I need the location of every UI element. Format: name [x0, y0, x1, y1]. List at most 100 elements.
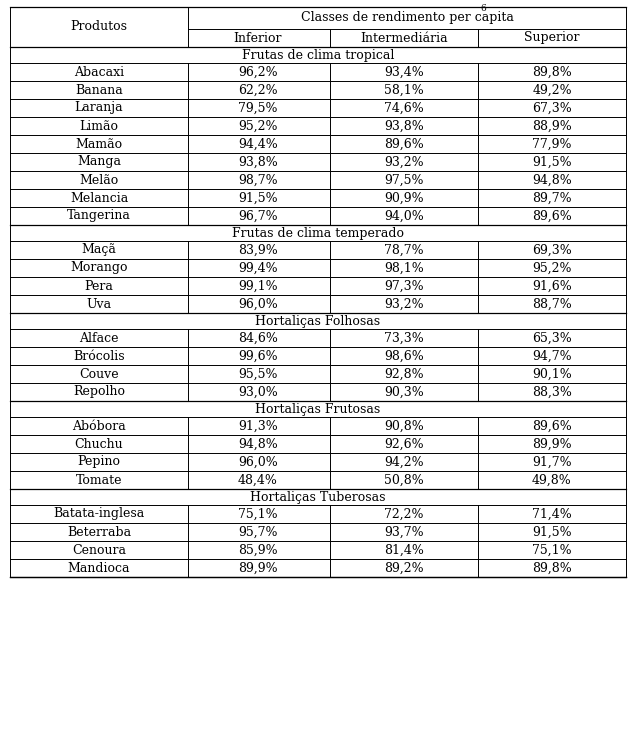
Text: Manga: Manga: [77, 155, 121, 169]
Text: Uva: Uva: [86, 297, 111, 311]
Text: Mandioca: Mandioca: [68, 562, 130, 574]
Text: 94,7%: 94,7%: [532, 349, 572, 363]
Text: 88,7%: 88,7%: [532, 297, 572, 311]
Text: 48,4%: 48,4%: [238, 473, 278, 487]
Text: 89,2%: 89,2%: [384, 562, 424, 574]
Text: 79,5%: 79,5%: [238, 102, 278, 114]
Text: 91,6%: 91,6%: [532, 279, 572, 293]
Text: 93,2%: 93,2%: [384, 297, 424, 311]
Text: 75,1%: 75,1%: [238, 507, 278, 521]
Text: 91,5%: 91,5%: [238, 192, 278, 204]
Text: 94,4%: 94,4%: [238, 137, 278, 151]
Text: 89,9%: 89,9%: [532, 438, 572, 450]
Text: 93,4%: 93,4%: [384, 65, 424, 79]
Text: 65,3%: 65,3%: [532, 331, 572, 345]
Text: 85,9%: 85,9%: [238, 543, 278, 557]
Text: 91,5%: 91,5%: [532, 525, 572, 539]
Text: Cenoura: Cenoura: [72, 543, 126, 557]
Text: 89,9%: 89,9%: [238, 562, 278, 574]
Text: 99,1%: 99,1%: [238, 279, 278, 293]
Text: 89,6%: 89,6%: [384, 137, 424, 151]
Text: 89,8%: 89,8%: [532, 562, 572, 574]
Text: 91,3%: 91,3%: [238, 420, 278, 432]
Text: 96,0%: 96,0%: [238, 455, 278, 469]
Text: 88,9%: 88,9%: [532, 120, 572, 132]
Text: Produtos: Produtos: [71, 21, 127, 33]
Text: 83,9%: 83,9%: [238, 244, 278, 256]
Text: 69,3%: 69,3%: [532, 244, 572, 256]
Text: 98,7%: 98,7%: [238, 174, 278, 186]
Text: 93,8%: 93,8%: [384, 120, 424, 132]
Text: 94,8%: 94,8%: [238, 438, 278, 450]
Text: 96,7%: 96,7%: [238, 210, 278, 222]
Text: Tangerina: Tangerina: [67, 210, 131, 222]
Text: 91,5%: 91,5%: [532, 155, 572, 169]
Text: 62,2%: 62,2%: [238, 83, 278, 97]
Text: Chuchu: Chuchu: [74, 438, 123, 450]
Text: 98,1%: 98,1%: [384, 262, 424, 274]
Text: 88,3%: 88,3%: [532, 386, 572, 398]
Text: 94,0%: 94,0%: [384, 210, 424, 222]
Text: Abóbora: Abóbora: [72, 420, 126, 432]
Text: 73,3%: 73,3%: [384, 331, 424, 345]
Text: 96,2%: 96,2%: [238, 65, 278, 79]
Text: 49,2%: 49,2%: [532, 83, 572, 97]
Text: 77,9%: 77,9%: [532, 137, 572, 151]
Text: Mamão: Mamão: [76, 137, 123, 151]
Text: 93,8%: 93,8%: [238, 155, 278, 169]
Text: 92,8%: 92,8%: [384, 368, 424, 380]
Text: 74,6%: 74,6%: [384, 102, 424, 114]
Text: 90,3%: 90,3%: [384, 386, 424, 398]
Text: Abacaxi: Abacaxi: [74, 65, 124, 79]
Text: Frutas de clima tropical: Frutas de clima tropical: [242, 48, 394, 62]
Text: Melancia: Melancia: [70, 192, 128, 204]
Text: 49,8%: 49,8%: [532, 473, 572, 487]
Text: 75,1%: 75,1%: [532, 543, 572, 557]
Text: 89,8%: 89,8%: [532, 65, 572, 79]
Text: 90,8%: 90,8%: [384, 420, 424, 432]
Text: Inferior: Inferior: [234, 31, 282, 45]
Text: 78,7%: 78,7%: [384, 244, 424, 256]
Text: 58,1%: 58,1%: [384, 83, 424, 97]
Text: Pera: Pera: [85, 279, 113, 293]
Text: 84,6%: 84,6%: [238, 331, 278, 345]
Text: Alface: Alface: [80, 331, 119, 345]
Text: Repolho: Repolho: [73, 386, 125, 398]
Text: 81,4%: 81,4%: [384, 543, 424, 557]
Text: 71,4%: 71,4%: [532, 507, 572, 521]
Text: Superior: Superior: [524, 31, 580, 45]
Text: 89,6%: 89,6%: [532, 210, 572, 222]
Text: Pepino: Pepino: [78, 455, 120, 469]
Text: 93,7%: 93,7%: [384, 525, 424, 539]
Text: 6: 6: [480, 4, 486, 13]
Text: 89,7%: 89,7%: [532, 192, 572, 204]
Text: Hortaliças Frutosas: Hortaliças Frutosas: [256, 403, 380, 415]
Text: Morango: Morango: [70, 262, 128, 274]
Text: Brócolis: Brócolis: [73, 349, 125, 363]
Text: 92,6%: 92,6%: [384, 438, 424, 450]
Text: Melão: Melão: [80, 174, 119, 186]
Text: 96,0%: 96,0%: [238, 297, 278, 311]
Text: Classes de rendimento per capita: Classes de rendimento per capita: [301, 11, 513, 25]
Text: 95,7%: 95,7%: [238, 525, 278, 539]
Text: Banana: Banana: [75, 83, 123, 97]
Text: Intermediária: Intermediária: [360, 31, 448, 45]
Text: Hortaliças Folhosas: Hortaliças Folhosas: [256, 314, 380, 328]
Text: 93,0%: 93,0%: [238, 386, 278, 398]
Text: 94,8%: 94,8%: [532, 174, 572, 186]
Text: Laranja: Laranja: [74, 102, 123, 114]
Text: Batata-inglesa: Batata-inglesa: [53, 507, 144, 521]
Text: 90,1%: 90,1%: [532, 368, 572, 380]
Text: 98,6%: 98,6%: [384, 349, 424, 363]
Text: Maçã: Maçã: [81, 244, 116, 256]
Text: Couve: Couve: [80, 368, 119, 380]
Text: Limão: Limão: [80, 120, 118, 132]
Text: Beterraba: Beterraba: [67, 525, 131, 539]
Text: 99,6%: 99,6%: [238, 349, 278, 363]
Text: 99,4%: 99,4%: [238, 262, 278, 274]
Text: 89,6%: 89,6%: [532, 420, 572, 432]
Text: Frutas de clima temperado: Frutas de clima temperado: [232, 227, 404, 239]
Text: 67,3%: 67,3%: [532, 102, 572, 114]
Text: 97,3%: 97,3%: [384, 279, 424, 293]
Text: 94,2%: 94,2%: [384, 455, 424, 469]
